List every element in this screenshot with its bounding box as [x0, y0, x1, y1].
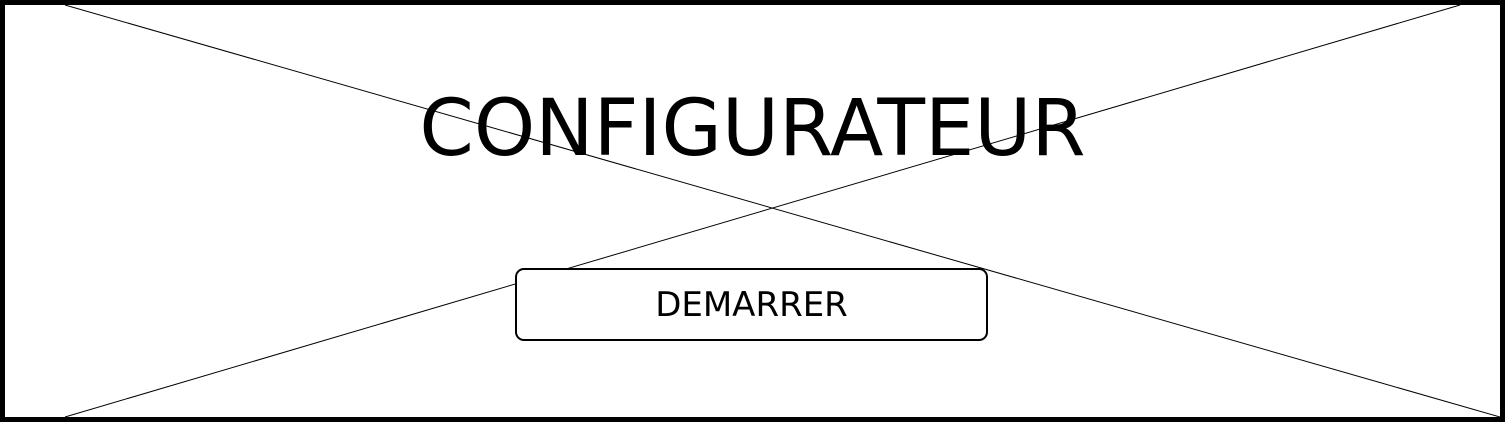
start-button[interactable]: DEMARRER: [515, 268, 988, 341]
cross-line-left-to-right: [64, 5, 1500, 417]
cross-line-right-to-left: [64, 5, 1461, 417]
placeholder-cross: [64, 5, 1500, 417]
page-title: CONFIGURATEUR: [419, 84, 1086, 174]
